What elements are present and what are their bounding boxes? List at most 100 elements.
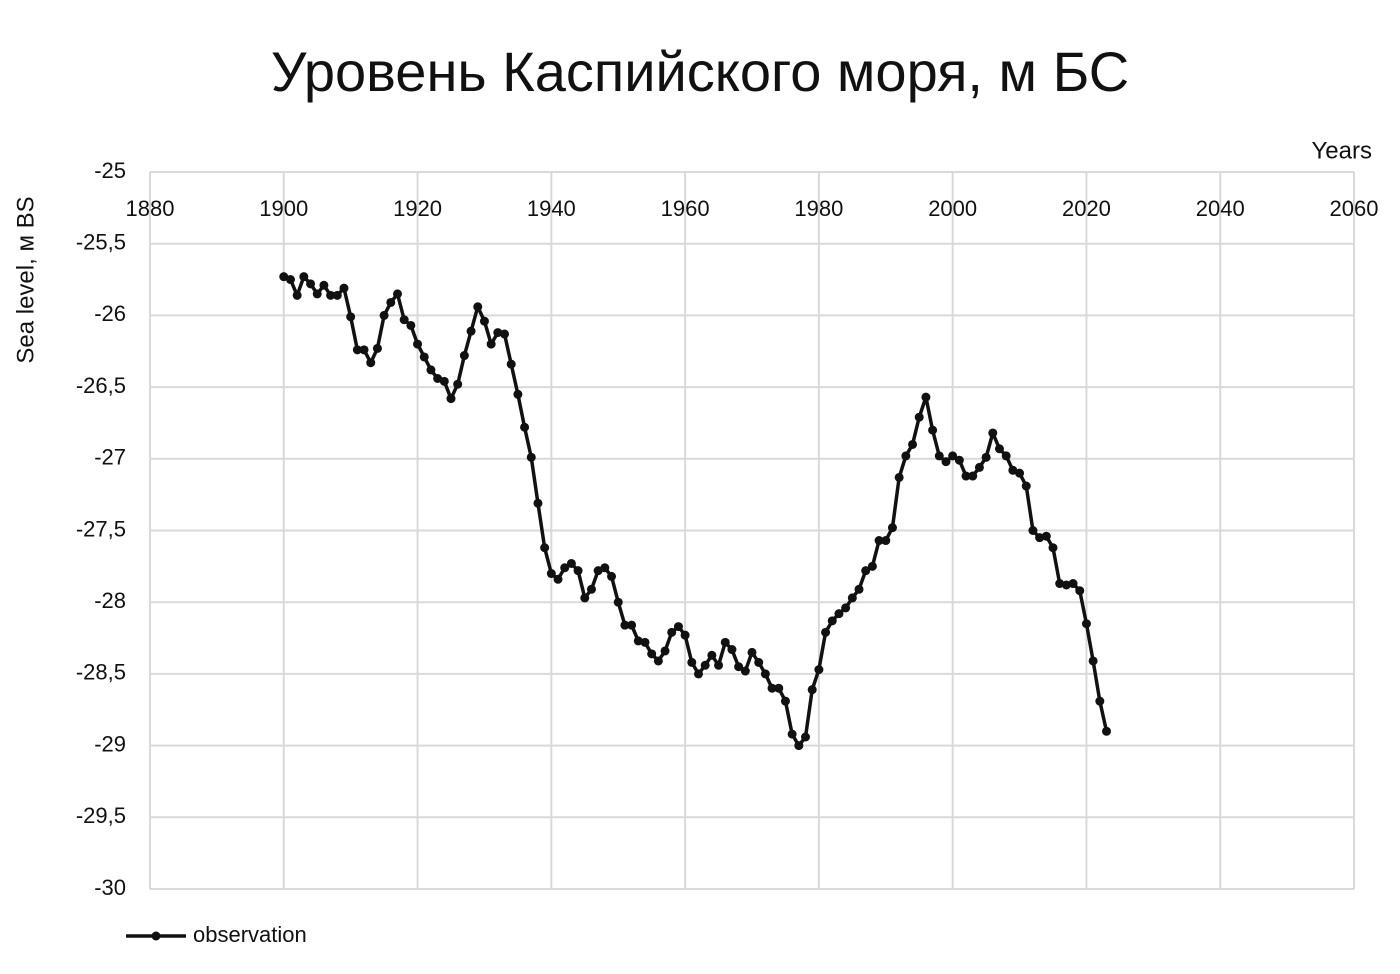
data-point — [774, 683, 784, 693]
data-point — [1041, 531, 1051, 541]
data-point — [981, 452, 991, 462]
data-point — [948, 451, 958, 461]
data-point — [339, 283, 349, 293]
data-point — [941, 457, 951, 467]
data-point — [540, 543, 550, 553]
data-point — [780, 696, 790, 706]
data-point — [1088, 656, 1098, 666]
data-point — [366, 358, 376, 368]
y-tick-label: -25,5 — [76, 230, 126, 255]
data-point — [934, 451, 944, 461]
data-point — [861, 566, 871, 576]
data-point — [814, 665, 824, 675]
x-tick-label: 1880 — [126, 196, 175, 221]
data-point — [1095, 696, 1105, 706]
data-point — [794, 741, 804, 751]
data-point — [453, 379, 463, 389]
legend-label: observation — [193, 922, 307, 947]
data-point — [847, 593, 857, 603]
data-point — [459, 351, 469, 361]
chart-title: Уровень Каспийского моря, м БС — [271, 40, 1129, 103]
data-point — [974, 462, 984, 472]
data-point — [1055, 579, 1065, 589]
data-point — [887, 523, 897, 533]
y-tick-label: -30 — [94, 875, 126, 900]
data-point — [426, 365, 436, 375]
data-point — [299, 272, 309, 282]
data-point — [821, 627, 831, 637]
y-tick-label: -26 — [94, 301, 126, 326]
data-point — [566, 558, 576, 568]
x-tick-label: 1960 — [661, 196, 710, 221]
data-point — [372, 343, 382, 353]
x-tick-label: 2060 — [1330, 196, 1379, 221]
data-point — [1028, 526, 1038, 535]
data-point — [687, 657, 697, 667]
data-point — [747, 647, 757, 657]
x-tick-label: 2020 — [1062, 196, 1111, 221]
data-point — [767, 683, 777, 693]
data-point — [439, 376, 449, 386]
data-point — [667, 627, 677, 637]
data-point — [894, 472, 904, 482]
data-point — [580, 593, 590, 603]
data-point — [908, 439, 918, 449]
data-point — [954, 455, 964, 465]
data-point — [359, 345, 369, 355]
x-tick-label: 1940 — [527, 196, 576, 221]
data-point — [573, 566, 583, 576]
data-point — [693, 669, 703, 679]
data-point — [1015, 468, 1025, 478]
data-point — [714, 660, 724, 670]
data-point — [1001, 451, 1011, 461]
data-point — [533, 498, 543, 508]
data-point — [553, 574, 563, 584]
data-point — [446, 394, 456, 404]
data-point — [914, 412, 924, 422]
x-tick-label: 1920 — [393, 196, 442, 221]
data-point — [506, 359, 516, 369]
data-point — [787, 729, 797, 739]
data-point — [292, 290, 302, 300]
data-point — [285, 275, 295, 285]
data-point — [1048, 543, 1058, 553]
data-point — [647, 649, 657, 659]
data-point — [928, 425, 938, 435]
data-point — [479, 316, 489, 326]
data-point — [867, 561, 877, 571]
data-point — [546, 569, 556, 579]
x-tick-label: 2000 — [928, 196, 977, 221]
x-tick-label: 2040 — [1196, 196, 1245, 221]
data-point — [607, 571, 617, 581]
data-point — [834, 609, 844, 619]
data-point — [680, 630, 690, 640]
legend-marker — [151, 931, 161, 941]
data-point — [1021, 481, 1031, 491]
y-tick-label: -29 — [94, 731, 126, 756]
y-tick-label: -27 — [94, 445, 126, 470]
data-point — [874, 536, 884, 546]
data-point — [500, 329, 510, 339]
data-point — [406, 320, 416, 330]
data-point — [740, 666, 750, 676]
y-tick-label: -26,5 — [76, 373, 126, 398]
data-point — [600, 563, 610, 573]
data-point — [881, 536, 891, 546]
data-point — [1035, 533, 1045, 543]
data-point — [419, 352, 429, 362]
data-point — [994, 444, 1004, 454]
data-point — [520, 422, 530, 432]
x-axis-label: Years — [1312, 137, 1373, 164]
data-point — [1068, 579, 1078, 589]
data-point — [346, 312, 356, 322]
data-point — [720, 637, 730, 647]
data-point — [734, 662, 744, 672]
data-point — [306, 279, 316, 289]
data-point — [921, 392, 931, 402]
data-point — [1061, 580, 1071, 590]
data-point — [493, 328, 503, 338]
data-point — [827, 616, 837, 626]
data-point — [653, 656, 663, 666]
data-point — [627, 620, 637, 630]
data-point — [560, 563, 570, 573]
